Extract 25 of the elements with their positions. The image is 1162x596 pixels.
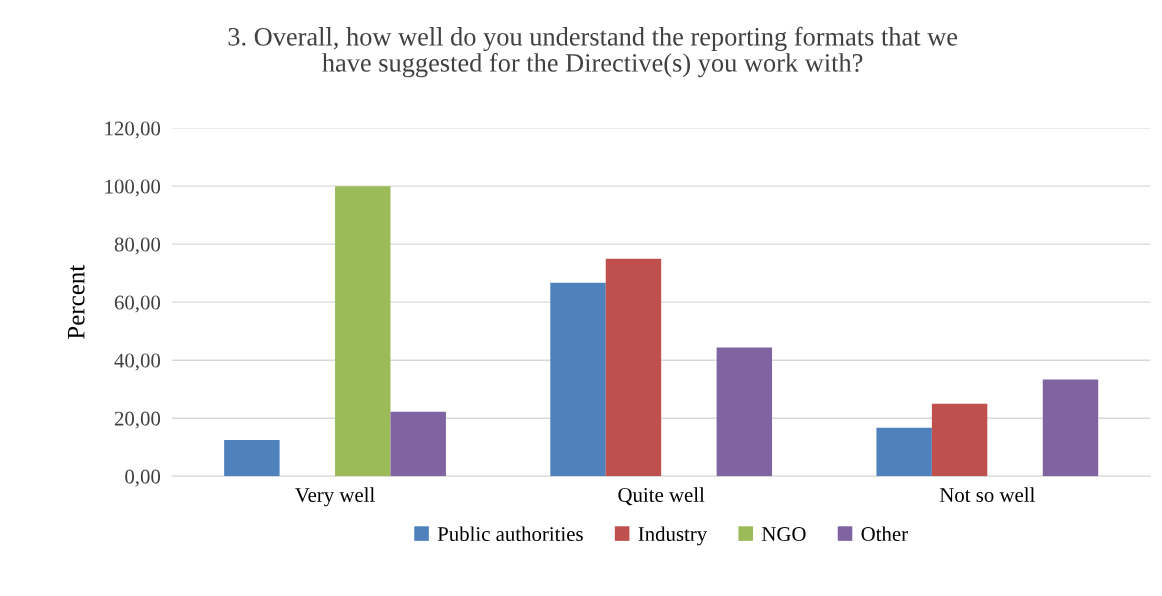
x-tick-label: Quite well (618, 487, 705, 506)
bar (390, 411, 446, 477)
y-tick-label: 80,00 (114, 237, 161, 255)
bar (605, 258, 662, 477)
legend-label: Other (861, 526, 908, 542)
x-tick-label: Not so well (939, 487, 1035, 502)
y-tick-label: 100,00 (105, 179, 161, 197)
y-tick-label: 40,00 (114, 353, 161, 371)
chart-title: 3. Overall, how well do you understand the reporting formats that we have suggested for the Directive(s) you work with? (228, 26, 958, 78)
bar (931, 403, 988, 477)
legend-label: NGO (761, 527, 806, 542)
legend-label: Public authorities (437, 526, 583, 542)
bar (224, 439, 280, 477)
y-tick-label: 20,00 (114, 411, 161, 429)
y-tick-label: 60,00 (114, 295, 161, 313)
bar (335, 186, 391, 477)
x-tick-label: Very well (295, 487, 375, 507)
bar (1042, 379, 1099, 477)
y-tick-label: 120,00 (105, 121, 161, 139)
legend-label: Industry (638, 526, 708, 546)
y-axis-title: Percent (67, 264, 85, 339)
y-tick-label: 0,00 (125, 469, 161, 487)
bar (876, 427, 932, 477)
bar (716, 347, 773, 477)
bar (550, 282, 606, 477)
